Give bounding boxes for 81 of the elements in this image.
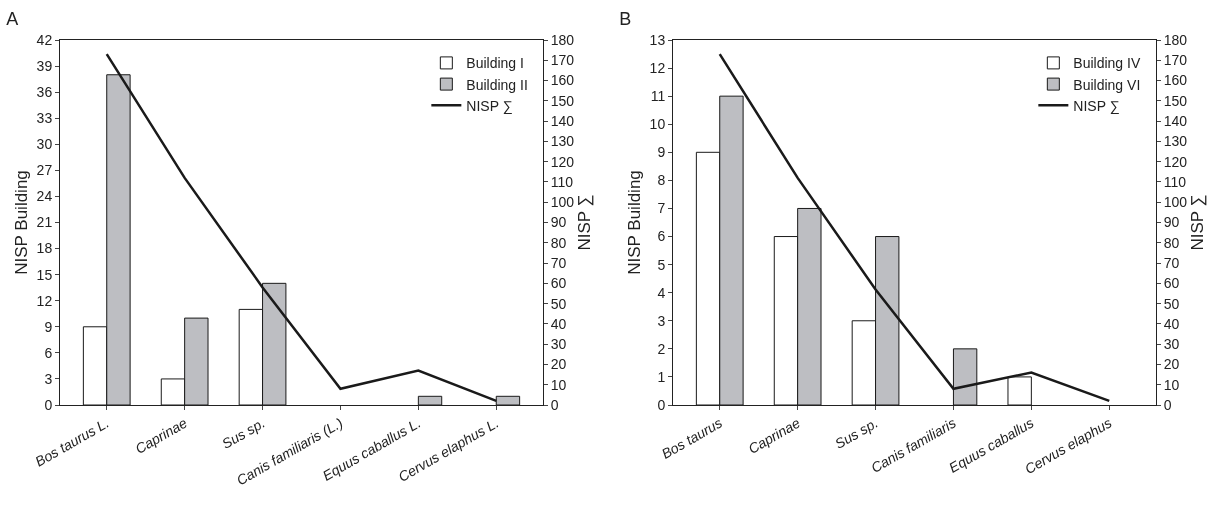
y-tick-label: 39 <box>36 57 53 74</box>
y2-tick-label: 160 <box>550 72 575 89</box>
y2-tick-label: 180 <box>550 31 575 48</box>
y-tick-label: 3 <box>44 370 53 387</box>
y2-tick-label: 10 <box>1163 376 1180 393</box>
y2-tick-label: 170 <box>550 52 575 69</box>
y-tick-label: 12 <box>36 292 53 309</box>
y-tick-label: 12 <box>649 59 666 76</box>
y2-tick-label: 20 <box>550 356 567 373</box>
y2-tick-label: 150 <box>550 92 575 109</box>
y-tick-label: 6 <box>44 344 53 361</box>
y-tick-label: 1 <box>657 368 666 385</box>
legend-label: Building VI <box>1073 76 1141 93</box>
x-tick-label: Sus sp. <box>219 414 268 452</box>
y2-tick-label: 60 <box>550 275 567 292</box>
y2-tick-label: 0 <box>1163 396 1172 413</box>
legend-label: Building II <box>466 76 528 93</box>
y-tick-label: 0 <box>657 396 666 413</box>
y2-tick-label: 170 <box>1163 52 1188 69</box>
y-tick-label: 7 <box>657 200 666 217</box>
y2-tick-label: 110 <box>550 173 574 190</box>
y2-tick-label: 50 <box>1163 295 1180 312</box>
y-tick-label: 42 <box>36 31 53 48</box>
y-tick-label: 27 <box>36 162 53 179</box>
y2-tick-label: 0 <box>550 396 559 413</box>
legend-label: NISP ∑ <box>1073 97 1120 114</box>
y2-axis-title: NISP ∑ <box>574 194 594 251</box>
y-tick-label: 13 <box>649 31 666 48</box>
y-tick-label: 36 <box>36 84 53 101</box>
y2-tick-label: 40 <box>550 315 567 332</box>
y2-tick-label: 140 <box>1163 113 1188 130</box>
y2-tick-label: 10 <box>550 376 567 393</box>
y-tick-label: 5 <box>657 256 666 273</box>
y2-tick-label: 110 <box>1163 173 1187 190</box>
y2-tick-label: 120 <box>550 153 575 170</box>
y-tick-label: 11 <box>650 88 666 105</box>
y2-tick-label: 100 <box>550 194 575 211</box>
y2-tick-label: 180 <box>1163 31 1188 48</box>
y2-tick-label: 80 <box>1163 234 1180 251</box>
y2-tick-label: 60 <box>1163 275 1180 292</box>
y-tick-label: 8 <box>657 172 666 189</box>
y-tick-label: 18 <box>36 240 53 257</box>
y2-tick-label: 160 <box>1163 72 1188 89</box>
y2-tick-label: 150 <box>1163 92 1188 109</box>
y-tick-label: 33 <box>36 110 53 127</box>
y-axis-title: NISP Building <box>625 170 645 275</box>
y-tick-label: 9 <box>44 318 53 335</box>
y2-axis-title: NISP ∑ <box>1187 194 1207 251</box>
y2-tick-label: 130 <box>1163 133 1188 150</box>
y-axis-title: NISP Building <box>12 170 32 275</box>
y-tick-label: 24 <box>36 188 53 205</box>
y-tick-label: 0 <box>44 396 53 413</box>
y2-tick-label: 30 <box>1163 336 1180 353</box>
legend-label: NISP ∑ <box>466 97 513 114</box>
y-tick-label: 9 <box>657 144 666 161</box>
y-tick-label: 2 <box>657 340 666 357</box>
y2-tick-label: 40 <box>1163 315 1180 332</box>
y2-tick-label: 140 <box>550 113 575 130</box>
y2-tick-label: 70 <box>550 254 567 271</box>
y-tick-label: 15 <box>36 266 53 283</box>
y2-tick-label: 120 <box>1163 153 1188 170</box>
y-tick-label: 4 <box>657 284 666 301</box>
y-tick-label: 6 <box>657 228 666 245</box>
legend-label: Building IV <box>1073 55 1141 72</box>
y2-tick-label: 90 <box>1163 214 1180 231</box>
y2-tick-label: 50 <box>550 295 567 312</box>
chart-title: B <box>619 9 632 30</box>
y2-tick-label: 30 <box>550 336 567 353</box>
y2-tick-label: 20 <box>1163 356 1180 373</box>
y2-tick-label: 70 <box>1163 254 1180 271</box>
y2-tick-label: 100 <box>1163 194 1188 211</box>
y2-tick-label: 80 <box>550 234 567 251</box>
y-tick-label: 21 <box>36 214 53 231</box>
x-tick-label: Sus sp. <box>832 414 881 452</box>
chart-title: A <box>6 9 19 30</box>
y-tick-label: 3 <box>657 312 666 329</box>
y2-tick-label: 90 <box>550 214 567 231</box>
y-tick-label: 10 <box>649 116 666 133</box>
y-tick-label: 30 <box>36 136 53 153</box>
legend-label: Building I <box>466 55 524 72</box>
y2-tick-label: 130 <box>550 133 575 150</box>
